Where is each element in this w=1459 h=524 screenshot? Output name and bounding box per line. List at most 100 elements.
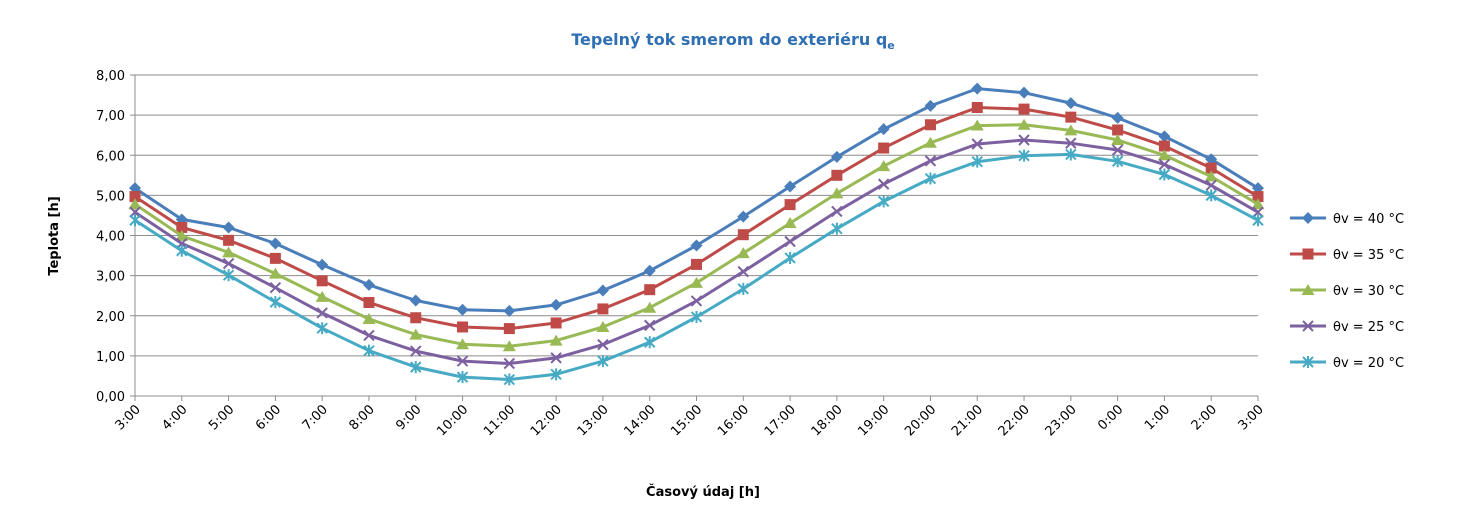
legend-label: θv = 30 °C bbox=[1333, 284, 1404, 299]
legend-item: θv = 35 °C bbox=[1290, 248, 1404, 263]
data-point bbox=[690, 276, 703, 288]
data-point bbox=[550, 368, 562, 381]
data-point bbox=[924, 119, 936, 131]
data-point bbox=[269, 296, 282, 309]
data-point bbox=[129, 191, 141, 203]
data-point bbox=[737, 282, 749, 295]
data-point bbox=[970, 119, 984, 131]
y-tick-label: 0,00 bbox=[96, 390, 125, 405]
legend-item: θv = 25 °C bbox=[1290, 320, 1404, 335]
data-point bbox=[1252, 214, 1264, 227]
data-point bbox=[176, 244, 188, 257]
data-point bbox=[1111, 155, 1124, 168]
data-point bbox=[316, 275, 328, 287]
x-tick-label: 19:00 bbox=[855, 402, 892, 439]
data-point bbox=[596, 320, 610, 332]
data-point bbox=[830, 150, 843, 163]
data-point bbox=[691, 258, 702, 270]
data-point bbox=[1065, 148, 1077, 161]
data-point bbox=[363, 344, 375, 357]
data-point bbox=[831, 205, 843, 218]
axes bbox=[134, 75, 1258, 397]
data-point bbox=[550, 352, 562, 364]
x-tick-label: 17:00 bbox=[762, 402, 799, 439]
data-point bbox=[737, 265, 749, 278]
x-tick-label: 3:00 bbox=[113, 402, 144, 433]
legend: θv = 40 °C θv = 35 °C θv = 30 °C θv = 25 °C… bbox=[1290, 212, 1404, 371]
x-tick-label: 21:00 bbox=[949, 402, 986, 439]
data-point bbox=[550, 317, 562, 329]
x-axis-ticks: 3:00 4:00 5:00 6:00 7:00 8:00 9:00 10:00 11:00 12… bbox=[113, 396, 1267, 439]
legend-label: θv = 25 °C bbox=[1333, 320, 1404, 335]
data-point bbox=[1205, 179, 1217, 192]
x-tick-label: 16:00 bbox=[715, 402, 752, 439]
chart-title-text: Tepelný tok smerom do exteriéru q bbox=[571, 30, 887, 49]
series-line bbox=[134, 106, 1259, 331]
data-point bbox=[1204, 170, 1218, 182]
y-axis-title: Teplota [h] bbox=[47, 196, 62, 275]
data-point bbox=[877, 160, 891, 172]
data-point bbox=[1205, 189, 1217, 202]
x-tick-label: 7:00 bbox=[300, 402, 331, 433]
data-point bbox=[128, 198, 142, 210]
legend-item: θv = 40 °C bbox=[1290, 212, 1404, 227]
data-point bbox=[784, 251, 796, 264]
data-point bbox=[1301, 284, 1315, 295]
data-point bbox=[878, 142, 890, 154]
data-point bbox=[1018, 103, 1030, 115]
data-point bbox=[784, 180, 797, 193]
data-point bbox=[830, 187, 844, 199]
data-point bbox=[1111, 144, 1124, 156]
data-point bbox=[363, 329, 375, 342]
x-tick-label: 10:00 bbox=[434, 402, 471, 439]
legend-label: θv = 20 °C bbox=[1333, 356, 1404, 371]
data-point bbox=[1064, 124, 1078, 136]
data-point bbox=[1158, 130, 1171, 143]
data-point bbox=[1112, 124, 1124, 136]
x-tick-label: 6:00 bbox=[253, 402, 284, 433]
data-point bbox=[129, 214, 141, 227]
x-tick-label: 0:00 bbox=[1095, 402, 1126, 433]
data-point bbox=[222, 221, 235, 234]
data-point bbox=[923, 136, 937, 148]
data-point bbox=[1302, 248, 1314, 260]
data-point bbox=[597, 303, 609, 315]
data-point bbox=[690, 310, 703, 323]
x-tick-label: 8:00 bbox=[347, 402, 378, 433]
data-point bbox=[644, 284, 656, 296]
x-tick-label: 2:00 bbox=[1189, 402, 1220, 433]
data-point bbox=[924, 172, 937, 185]
data-point bbox=[1205, 153, 1218, 166]
data-point bbox=[737, 229, 749, 241]
x-tick-label: 20:00 bbox=[902, 402, 939, 439]
data-point bbox=[1111, 134, 1125, 146]
data-point bbox=[410, 361, 422, 374]
data-point bbox=[831, 169, 843, 181]
data-point bbox=[597, 355, 609, 368]
data-point bbox=[1018, 134, 1030, 146]
data-point bbox=[690, 295, 703, 307]
data-point bbox=[176, 221, 188, 233]
data-point bbox=[690, 239, 703, 252]
data-point bbox=[456, 371, 469, 384]
y-tick-label: 2,00 bbox=[96, 310, 125, 325]
data-point bbox=[503, 304, 516, 317]
data-point bbox=[971, 102, 983, 114]
series-triangle bbox=[128, 118, 1265, 352]
data-point bbox=[362, 278, 375, 291]
data-point bbox=[784, 235, 796, 248]
data-point bbox=[268, 267, 282, 279]
data-point bbox=[644, 336, 656, 349]
legend-item: θv = 20 °C bbox=[1290, 356, 1404, 371]
x-axis-title: Časový údaj [h] bbox=[646, 484, 760, 500]
data-point bbox=[924, 99, 937, 112]
y-tick-label: 1,00 bbox=[96, 350, 125, 365]
data-point bbox=[1205, 162, 1217, 174]
data-point bbox=[502, 340, 516, 352]
data-point bbox=[924, 155, 937, 167]
data-point bbox=[1302, 320, 1314, 332]
y-axis-ticks: 0,00 1,00 2,00 3,00 4,00 5,00 6,00 7,00 8,00 bbox=[96, 69, 135, 405]
x-tick-label: 9:00 bbox=[393, 402, 424, 433]
legend-label: θv = 40 °C bbox=[1333, 212, 1404, 227]
